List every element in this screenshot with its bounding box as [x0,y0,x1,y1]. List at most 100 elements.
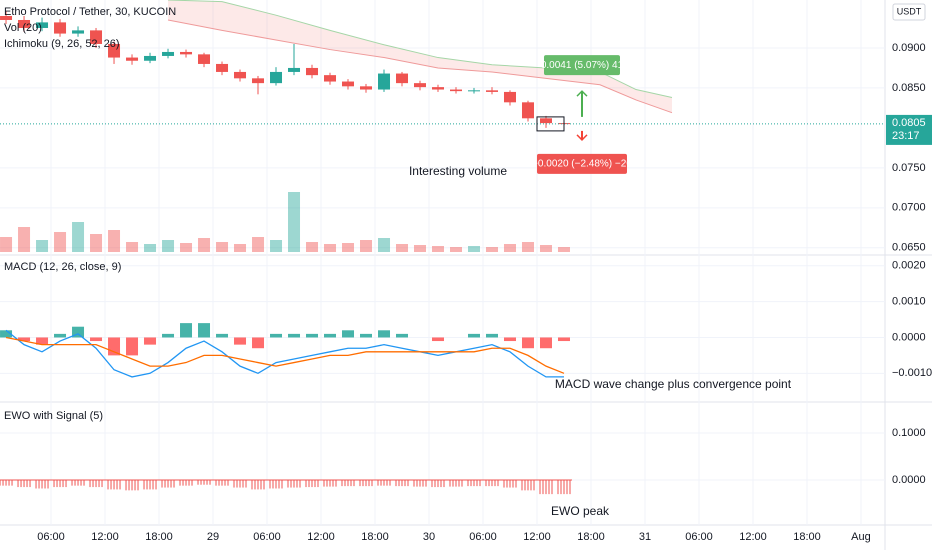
candle-body [414,83,427,88]
currency-box[interactable] [892,3,926,21]
candle-body [324,75,337,82]
candle-body [216,63,229,72]
stop-arrow-head [576,134,588,141]
histogram-bar [252,337,265,349]
volume-bar [90,234,103,252]
volume-bar [198,238,211,252]
volume-legend: Vol (20) [4,22,42,34]
histogram-bar [521,337,534,349]
signal-line [5,336,565,374]
y-tick-label: 0.1000 [892,427,926,439]
candle-body [306,67,319,76]
histogram-bar [539,337,552,349]
volume-bar [449,247,462,252]
macd-line [5,329,564,378]
annotation: EWO peak [551,504,610,518]
x-tick-label: Aug [851,531,871,543]
volume-bar [378,238,391,252]
volume-bar [108,230,121,252]
profit-label: 0.0041 (5.07%) 41 [541,60,624,71]
volume-bar [54,232,67,252]
candle-body [521,102,534,119]
histogram-bar [378,330,391,338]
histogram-bar [90,337,103,342]
ichimoku-legend: Ichimoku (9, 26, 52, 26) [4,38,120,50]
y-tick-label: 0.0700 [892,202,926,214]
last-price-label: 0.0805 [892,117,926,129]
volume-bar [270,240,283,252]
volume-bar [539,245,552,252]
ewo-legend: EWO with Signal (5) [4,410,103,422]
candle-body [0,15,13,20]
loss-label: −0.0020 (−2.48%) −20 [532,159,632,170]
y-tick-label: 0.0900 [892,42,926,54]
histogram-bar [432,337,445,342]
x-tick-label: 31 [639,531,651,543]
candle-body [198,54,211,64]
histogram-bar [126,337,139,356]
volume-bar [234,244,247,252]
x-tick-label: 18:00 [577,531,605,543]
histogram-bar [72,326,85,338]
volume-bar [126,242,139,252]
ichimoku-cloud [168,0,672,113]
candle-body [252,78,265,84]
volume-bar [180,243,193,252]
candle-body [108,43,121,58]
histogram-bar [162,333,175,338]
macd-legend: MACD (12, 26, close, 9) [4,261,121,273]
x-tick-label: 06:00 [253,531,281,543]
y-tick-label: 0.0000 [892,331,926,343]
target-arrow-head [576,90,588,97]
histogram-bar [306,333,319,338]
histogram-bar [198,323,211,338]
annotation: MACD wave change plus convergence point [555,377,792,391]
histogram-bar [396,333,409,338]
candle-body [234,71,247,79]
candle-body [396,73,409,84]
volume-bar [288,192,301,252]
candle-body [54,22,67,34]
candle-body [467,90,480,92]
candle-body [485,90,498,92]
volume-bar [216,242,229,252]
loss-label-box [536,153,627,174]
x-tick-label: 12:00 [307,531,335,543]
x-tick-label: 12:00 [523,531,551,543]
histogram-bar [503,337,516,342]
volume-bar [396,244,409,252]
volume-bar [36,240,49,252]
histogram-bar [270,333,283,338]
candle-body [270,71,283,84]
volume-bar [72,222,85,252]
x-tick-label: 06:00 [37,531,65,543]
histogram-bar [485,333,498,338]
volume-bar [324,244,337,252]
y-tick-label: 0.0650 [892,242,926,254]
candle-body [539,118,552,124]
currency-label[interactable]: USDT [897,6,922,16]
histogram-bar [36,337,49,345]
ichimoku-span-b [167,19,673,114]
candle-body [432,87,445,90]
histogram-bar [467,333,480,338]
x-tick-label: 06:00 [685,531,713,543]
candle-body [72,30,85,34]
histogram-bar [360,333,373,338]
x-tick-label: 30 [423,531,435,543]
candle-body [126,57,139,61]
volume-bar [485,247,498,252]
annotation: Interesting volume [409,164,507,178]
volume-bar [414,245,427,252]
histogram-bar [54,333,67,338]
y-tick-label: 0.0750 [892,162,926,174]
profit-label-box [543,55,620,76]
countdown-label: 23:17 [892,130,920,142]
candle-body [36,22,49,28]
volume-bar [342,243,355,252]
candle-body [288,67,301,72]
volume-bar [144,244,157,252]
x-tick-label: 29 [207,531,219,543]
